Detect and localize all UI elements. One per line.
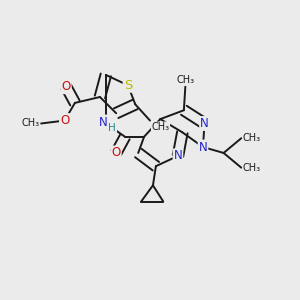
Text: N: N	[199, 141, 207, 154]
Text: O: O	[112, 146, 121, 159]
Text: N: N	[200, 117, 209, 130]
Text: CH₃: CH₃	[152, 122, 169, 132]
Text: H: H	[108, 123, 116, 133]
Text: O: O	[61, 80, 71, 93]
Text: CH₃: CH₃	[243, 133, 261, 143]
Text: S: S	[124, 79, 132, 92]
Text: O: O	[60, 114, 69, 127]
Text: N: N	[99, 116, 108, 128]
Text: methoxy: methoxy	[63, 126, 69, 127]
Text: CH₃: CH₃	[22, 118, 40, 128]
Text: CH₃: CH₃	[176, 75, 194, 85]
Text: CH₃: CH₃	[243, 163, 261, 173]
Text: N: N	[174, 149, 182, 162]
